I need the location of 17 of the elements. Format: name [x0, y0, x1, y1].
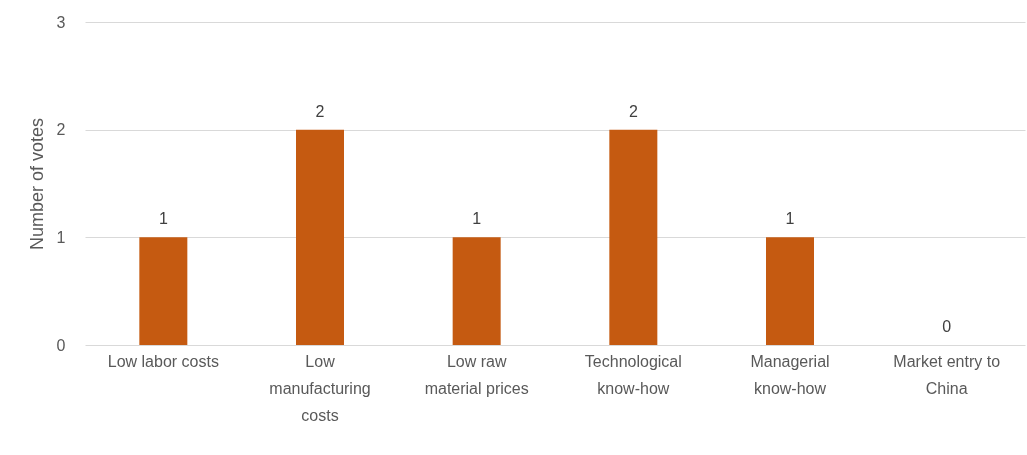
x-tick-label: Low manufacturing costs	[269, 352, 371, 424]
x-tick-label: Low labor costs	[107, 352, 219, 370]
data-label: 2	[315, 102, 325, 120]
x-tick-label: Market entry to China	[893, 352, 1001, 397]
x-tick-label: Low raw material prices	[424, 352, 529, 397]
x-tick-label: Technological know-how	[584, 352, 682, 397]
y-tick-label: 1	[56, 228, 66, 246]
data-label: 1	[785, 210, 795, 228]
y-tick-label: 2	[56, 121, 66, 139]
data-label: 1	[472, 210, 482, 228]
y-axis-title: Number of votes	[26, 117, 47, 251]
y-tick-label: 3	[56, 13, 66, 31]
data-label: 1	[158, 210, 168, 228]
x-tick-label: Managerial know-how	[750, 352, 830, 397]
data-label: 0	[942, 318, 952, 335]
data-label: 2	[628, 102, 638, 120]
y-tick-label: 0	[56, 336, 66, 354]
